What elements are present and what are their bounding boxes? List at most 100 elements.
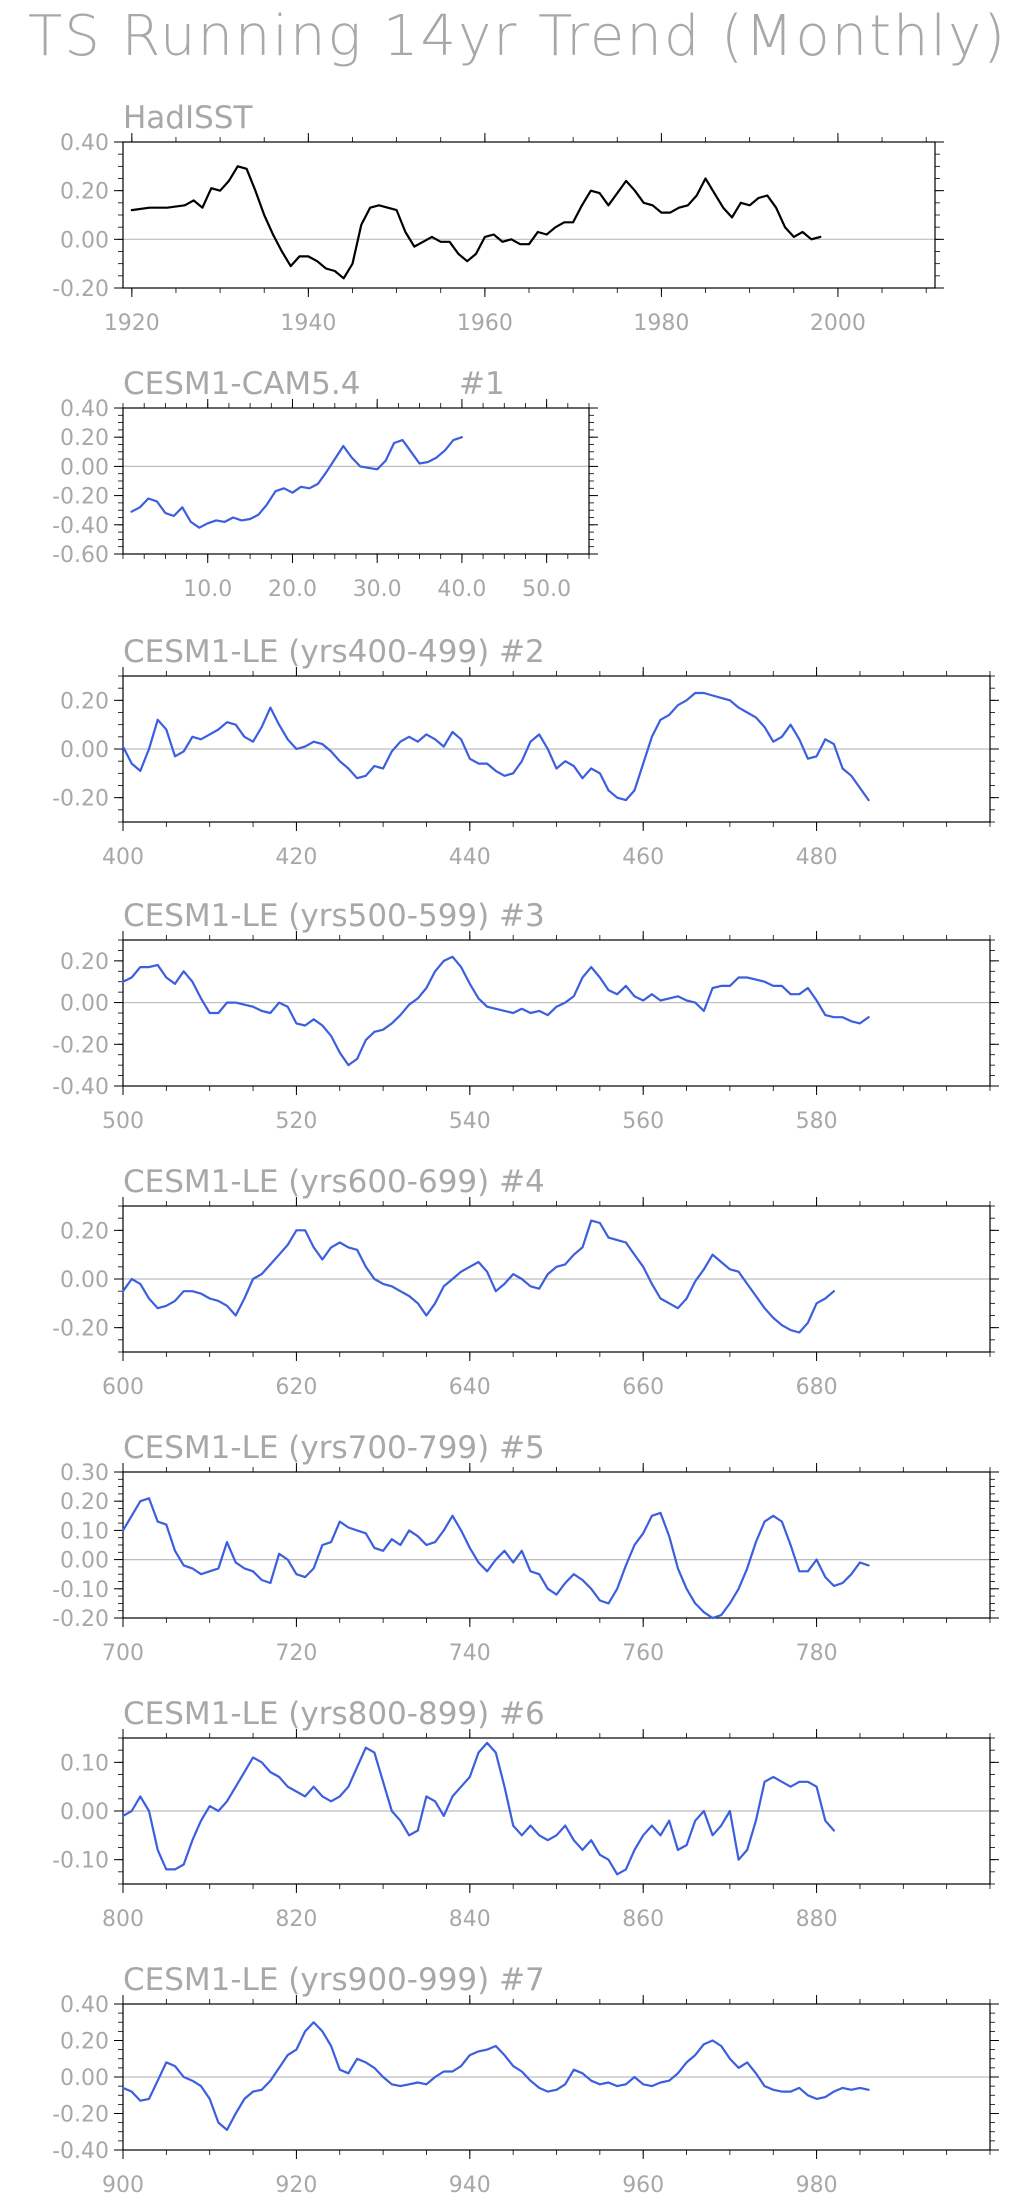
x-tick-label: 940 [449,2173,491,2198]
y-tick-label: -0.60 [52,543,109,568]
x-tick-label: 780 [796,1641,838,1666]
x-tick-label: 1980 [633,311,689,336]
x-tick-label: 460 [622,845,664,870]
x-tick-label: 580 [796,1109,838,1134]
y-tick-label: -0.20 [52,1033,109,1058]
panel-title: CESM1-LE (yrs800-899) #6 [123,1696,545,1732]
y-tick-label: 0.40 [60,1993,109,2018]
y-tick-label: 0.20 [60,950,109,975]
x-tick-label: 720 [275,1641,317,1666]
panel-title: CESM1-CAM5.4 #1 [123,366,505,402]
series-line [121,955,870,1067]
x-tick-label: 700 [102,1641,144,1666]
x-tick-label: 1960 [457,311,513,336]
x-tick-label: 980 [796,2173,838,2198]
panel-title: CESM1-LE (yrs500-599) #3 [123,898,545,934]
y-tick-label: 0.20 [60,689,109,714]
panel-title: CESM1-LE (yrs600-699) #4 [123,1164,545,1200]
x-tick-label: 760 [622,1641,664,1666]
figure-title: TS Running 14yr Trend (Monthly) [28,4,1008,69]
y-tick-label: 0.00 [60,455,109,480]
x-tick-label: 880 [796,1907,838,1932]
panel-title: HadISST [123,100,253,136]
panel-3: 400 420 440 460 480 -0.20 0.00 0.20 CESM1-LE (yr… [52,634,999,870]
x-tick-label: 500 [102,1109,144,1134]
panel-1: 1920 1940 1960 1980 2000 -0.20 0.00 0.20 0.40 Had… [52,100,944,336]
y-tick-label: -0.40 [52,2139,109,2164]
panel-7: 800 820 840 860 880 -0.10 0.00 0.10 CESM1-LE (yr… [52,1696,999,1932]
x-tick-label: 480 [796,845,838,870]
x-tick-label: 680 [796,1375,838,1400]
y-tick-label: 0.00 [60,992,109,1017]
y-tick-label: -0.10 [52,1849,109,1874]
y-tick-label: 0.00 [60,1268,109,1293]
series-line [121,2021,870,2131]
x-tick-label: 660 [622,1375,664,1400]
y-tick-label: -0.20 [52,277,109,302]
x-tick-label: 420 [275,845,317,870]
y-tick-label: -0.20 [52,2103,109,2128]
x-tick-label: 520 [275,1109,317,1134]
x-tick-label: 2000 [810,311,866,336]
x-tick-label: 740 [449,1641,491,1666]
x-tick-label: 1940 [280,311,336,336]
y-tick-label: 0.10 [60,1519,109,1544]
x-tick-label: 10.0 [183,577,232,602]
series-line [121,1497,870,1620]
x-tick-label: 840 [449,1907,491,1932]
x-tick-label: 440 [449,845,491,870]
y-tick-label: 0.00 [60,2066,109,2091]
x-tick-label: 800 [102,1907,144,1932]
y-tick-label: -0.20 [52,1317,109,1342]
y-tick-label: -0.20 [52,787,109,812]
plot-frame [122,407,590,555]
x-tick-label: 920 [275,2173,317,2198]
y-tick-label: -0.40 [52,514,109,539]
y-tick-label: 0.20 [60,1490,109,1515]
plot-frame [122,1471,991,1619]
y-tick-label: 0.00 [60,1549,109,1574]
y-tick-label: 0.20 [60,426,109,451]
x-tick-label: 960 [622,2173,664,2198]
y-tick-label: 0.30 [60,1461,109,1486]
y-tick-label: -0.20 [52,1607,109,1632]
panel-title: CESM1-LE (yrs400-499) #2 [123,634,545,670]
panel-6: 700 720 740 760 780 -0.20 -0.10 0.00 0.10 0.20 0.3… [52,1430,999,1666]
y-tick-label: 0.40 [60,397,109,422]
x-tick-label: 40.0 [437,577,486,602]
y-tick-label: 0.40 [60,131,109,156]
y-tick-label: 0.20 [60,180,109,205]
x-tick-label: 620 [275,1375,317,1400]
series-line [121,691,870,802]
x-tick-label: 20.0 [268,577,317,602]
x-tick-label: 820 [275,1907,317,1932]
y-tick-label: 0.20 [60,1219,109,1244]
x-tick-label: 860 [622,1907,664,1932]
x-tick-label: 640 [449,1375,491,1400]
series-line [130,436,463,529]
series-line [130,165,822,280]
x-tick-label: 600 [102,1375,144,1400]
panel-title: CESM1-LE (yrs900-999) #7 [123,1962,545,1998]
x-tick-label: 540 [449,1109,491,1134]
y-tick-label: 0.20 [60,2030,109,2055]
y-tick-label: 0.00 [60,228,109,253]
panel-2: 10.0 20.0 30.0 40.0 50.0 -0.60 -0.40 -0.20 0.00 0… [52,366,598,602]
x-tick-label: 400 [102,845,144,870]
x-tick-label: 30.0 [353,577,402,602]
series-line [121,1741,835,1876]
y-tick-label: -0.40 [52,1075,109,1100]
x-tick-label: 900 [102,2173,144,2198]
panel-title: CESM1-LE (yrs700-799) #5 [123,1430,545,1466]
plot-frame [122,141,936,289]
y-tick-label: -0.10 [52,1578,109,1603]
x-tick-label: 1920 [104,311,160,336]
panel-8: 900 920 940 960 980 -0.40 -0.20 0.00 0.20 0.40 CES… [52,1962,999,2198]
y-tick-label: 0.00 [60,1800,109,1825]
series-line [121,1219,835,1334]
panel-5: 600 620 640 660 680 -0.20 0.00 0.20 CESM1-LE (yr… [52,1164,999,1400]
panel-4: 500 520 540 560 580 -0.40 -0.20 0.00 0.20 CESM1-L… [52,898,999,1134]
y-tick-label: 0.00 [60,738,109,763]
